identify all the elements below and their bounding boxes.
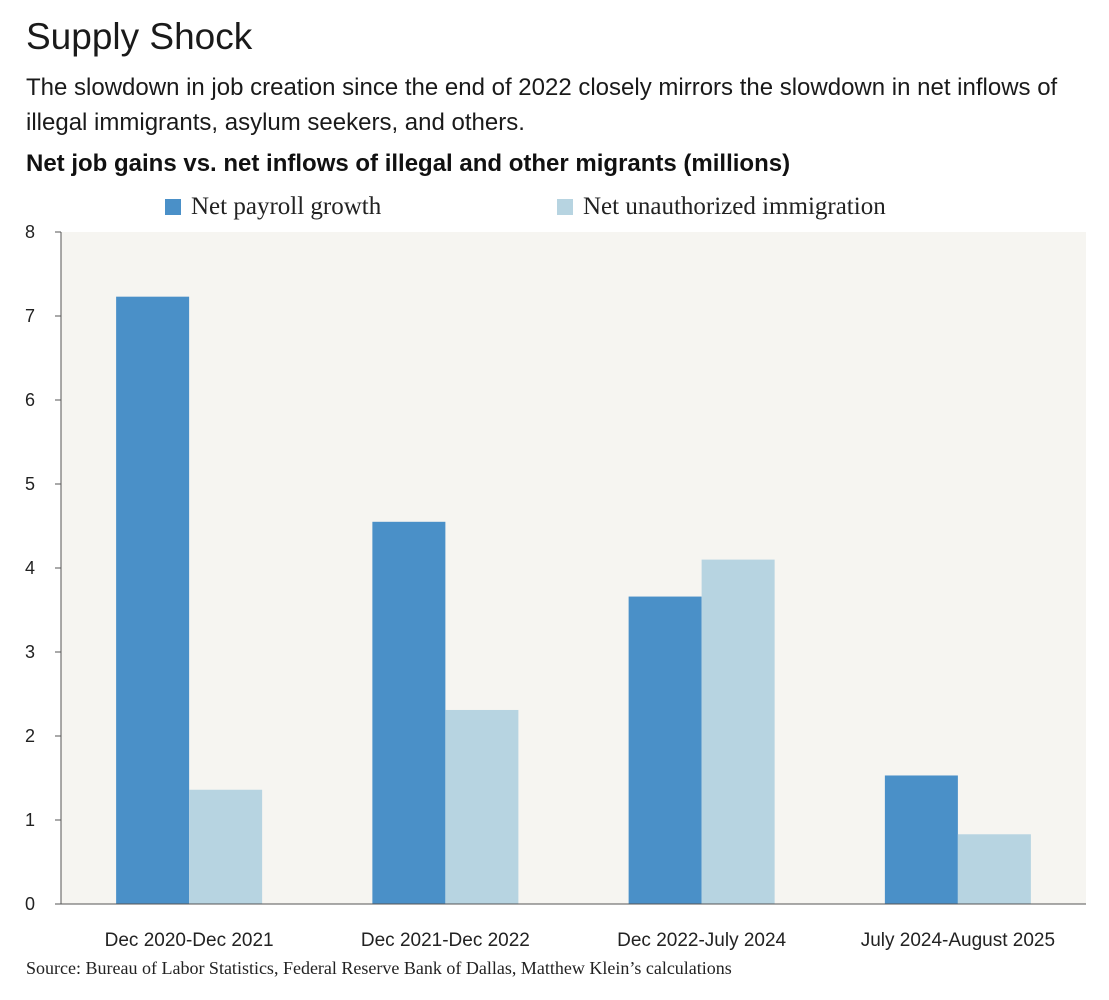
x-category-label: Dec 2022-July 2024 — [617, 930, 786, 951]
legend-swatch-net-immigration — [557, 199, 573, 215]
y-tick-label: 5 — [25, 474, 35, 494]
legend-label-net-payroll: Net payroll growth — [191, 193, 382, 220]
y-tick-label: 2 — [25, 726, 35, 746]
bar-net-immigration-3 — [701, 559, 775, 904]
y-tick-label: 1 — [25, 810, 35, 830]
page-title: Supply Shock — [26, 16, 253, 57]
bar-net-payroll-2 — [372, 521, 446, 904]
x-category-label: Dec 2020-Dec 2021 — [105, 930, 274, 951]
legend-swatch-net-payroll — [165, 199, 181, 215]
y-tick-label: 7 — [25, 306, 35, 326]
bar-net-payroll-4 — [884, 775, 958, 904]
x-category-label: July 2024-August 2025 — [861, 930, 1055, 951]
chart-legend: Net payroll growth Net unauthorized immi… — [0, 193, 1109, 225]
legend-item-net-payroll: Net payroll growth — [165, 193, 381, 221]
bar-net-immigration-4 — [957, 834, 1031, 904]
y-tick-label: 8 — [25, 222, 35, 242]
legend-label-net-immigration: Net unauthorized immigration — [583, 193, 886, 220]
bar-net-payroll-3 — [628, 596, 702, 904]
x-category-label: Dec 2021-Dec 2022 — [361, 930, 530, 951]
chart-heading: Net job gains vs. net inflows of illegal… — [26, 150, 791, 177]
legend-item-net-immigration: Net unauthorized immigration — [557, 193, 886, 221]
bar-net-payroll-1 — [116, 296, 190, 904]
y-tick-label: 0 — [25, 894, 35, 914]
page-subtitle: The slowdown in job creation since the e… — [26, 74, 1058, 136]
bar-net-immigration-2 — [445, 709, 519, 904]
y-tick-label: 3 — [25, 642, 35, 662]
bar-net-immigration-1 — [189, 789, 263, 904]
source-note: Source: Bureau of Labor Statistics, Fede… — [26, 958, 732, 978]
y-tick-label: 6 — [25, 390, 35, 410]
y-tick-label: 4 — [25, 558, 35, 578]
